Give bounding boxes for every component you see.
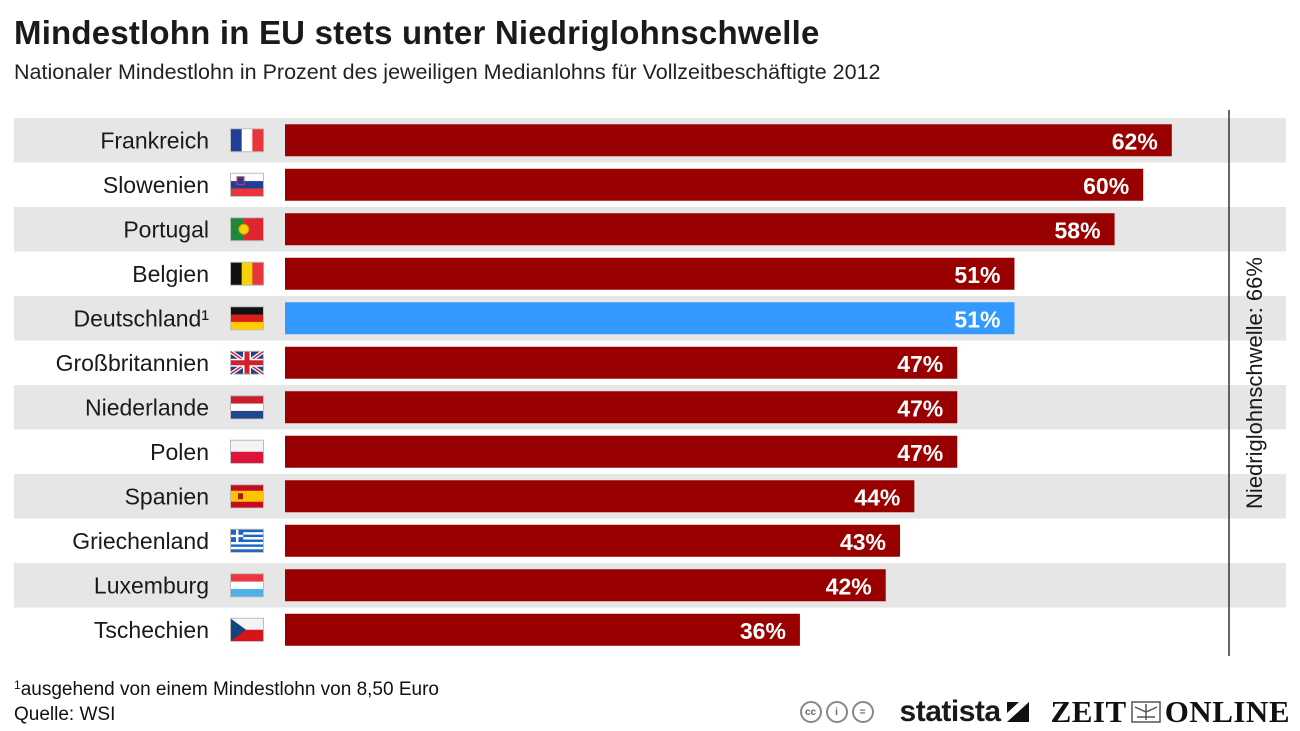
bar xyxy=(285,213,1115,246)
flag-si-icon xyxy=(230,172,264,197)
source-note: Quelle: WSI xyxy=(14,704,116,725)
value-label: 47% xyxy=(897,395,943,421)
value-label: 42% xyxy=(826,573,872,599)
statista-mark-icon xyxy=(1006,702,1029,722)
flag-gb-icon xyxy=(229,350,265,376)
statista-logo: statista xyxy=(900,695,1031,729)
by-icon: i xyxy=(825,701,848,723)
category-label: Niederlande xyxy=(85,394,209,420)
brand-logos: cc i = statista ZEIT ONLINE xyxy=(799,694,1290,730)
bar xyxy=(285,391,958,424)
cc-icon: cc xyxy=(799,701,822,723)
flag-nl-icon xyxy=(230,395,264,420)
bar xyxy=(285,124,1172,157)
value-label: 58% xyxy=(1055,217,1101,243)
flag-pl-icon xyxy=(230,439,264,464)
value-label: 36% xyxy=(740,618,786,644)
category-label: Großbritannien xyxy=(56,350,209,376)
value-label: 51% xyxy=(954,262,1000,288)
bar xyxy=(285,168,1144,201)
threshold-label: Niedriglohnschwelle: 66% xyxy=(1242,257,1267,509)
flag-es-icon xyxy=(230,484,264,509)
value-label: 60% xyxy=(1083,173,1129,199)
bar xyxy=(285,302,1015,335)
value-label: 43% xyxy=(840,529,886,555)
bar xyxy=(285,346,958,379)
category-label: Luxemburg xyxy=(94,572,209,598)
value-label: 47% xyxy=(897,440,943,466)
category-label: Deutschland¹ xyxy=(73,305,209,331)
category-label: Griechenland xyxy=(72,528,209,554)
bar xyxy=(285,435,958,468)
category-label: Portugal xyxy=(123,216,209,242)
value-label: 51% xyxy=(954,306,1000,332)
bar-chart: Frankreich 62% Slowenien 60% Portugal 58% Belg… xyxy=(14,110,1286,656)
value-label: 44% xyxy=(854,484,900,510)
value-label: 62% xyxy=(1112,128,1158,154)
flag-pt-icon xyxy=(230,217,264,242)
chart-subtitle: Nationaler Mindestlohn in Prozent des je… xyxy=(14,60,881,84)
value-label: 47% xyxy=(897,351,943,377)
flag-lu-icon xyxy=(230,573,264,598)
flag-de-icon xyxy=(230,306,264,331)
creative-commons-icons: cc i = xyxy=(799,701,874,723)
category-label: Slowenien xyxy=(103,172,209,198)
flag-be-icon xyxy=(230,261,264,286)
category-label: Spanien xyxy=(125,483,209,509)
bar xyxy=(285,257,1015,290)
nd-icon: = xyxy=(851,701,874,723)
flag-cz-icon xyxy=(230,617,264,642)
flag-gr-icon xyxy=(230,528,264,553)
bar xyxy=(285,480,915,513)
bar xyxy=(285,613,800,646)
category-label: Tschechien xyxy=(94,617,209,643)
zeit-online-logo: ZEIT ONLINE xyxy=(1050,694,1290,729)
bar xyxy=(285,524,901,557)
category-label: Polen xyxy=(150,439,209,465)
chart-title: Mindestlohn in EU stets unter Niedrigloh… xyxy=(14,14,820,51)
bar xyxy=(285,569,886,602)
eagle-crest-icon xyxy=(1130,701,1161,723)
category-label: Belgien xyxy=(132,261,209,287)
flag-fr-icon xyxy=(230,128,264,153)
category-label: Frankreich xyxy=(100,127,209,153)
footnote: 1ausgehend von einem Mindestlohn von 8,5… xyxy=(14,678,439,700)
